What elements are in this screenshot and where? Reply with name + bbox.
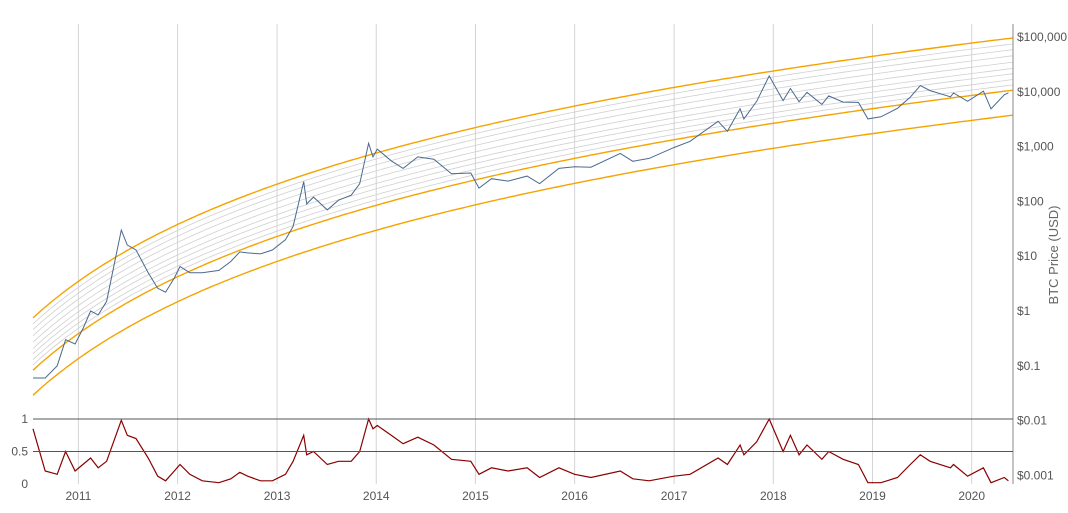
x-tick-label-2020: 2020 bbox=[958, 489, 985, 503]
osc-tick-label: 1 bbox=[21, 412, 28, 426]
osc-tick-label: 0 bbox=[21, 477, 28, 491]
band-line bbox=[32, 43, 1014, 325]
y-tick-label: $10 bbox=[1017, 249, 1037, 263]
price-layer bbox=[33, 74, 1009, 379]
x-tick-label-2017: 2017 bbox=[661, 489, 688, 503]
y-tick-label: $100 bbox=[1017, 194, 1044, 208]
band-line-main bbox=[32, 37, 1014, 319]
band-line-main bbox=[32, 114, 1014, 396]
x-tick-label-2011: 2011 bbox=[65, 489, 91, 503]
x-tick-label-2014: 2014 bbox=[363, 489, 390, 503]
band-line bbox=[32, 68, 1014, 349]
axis-layer: 2011 2012 2013 2014 2015 2016 2017 2018 2019 2020… bbox=[11, 24, 1067, 503]
x-tick-label-2016: 2016 bbox=[561, 489, 588, 503]
osc-tick-label: 0.5 bbox=[11, 445, 28, 459]
band-layer bbox=[32, 37, 1014, 396]
x-tick-label-2019: 2019 bbox=[859, 489, 886, 503]
x-tick-label-2012: 2012 bbox=[164, 489, 191, 503]
y-tick-label: $10,000 bbox=[1017, 85, 1061, 99]
y-tick-label: $100,000 bbox=[1017, 30, 1067, 44]
band-line-main bbox=[32, 89, 1014, 371]
x-tick-label-2013: 2013 bbox=[264, 489, 291, 503]
price-series-line bbox=[33, 74, 1009, 379]
grid-layer bbox=[77, 24, 973, 484]
y-axis-title: BTC Price (USD) bbox=[1046, 206, 1061, 305]
x-tick-label-2015: 2015 bbox=[462, 489, 489, 503]
y-tick-label: $1 bbox=[1017, 304, 1031, 318]
y-tick-label: $0.1 bbox=[1017, 359, 1041, 373]
band-line bbox=[32, 61, 1014, 343]
oscillator-layer bbox=[32, 417, 1009, 484]
y-tick-label: $0.001 bbox=[1017, 468, 1054, 482]
band-line bbox=[32, 73, 1014, 354]
y-tick-label: $0.01 bbox=[1017, 414, 1047, 428]
y-tick-label: $1,000 bbox=[1017, 140, 1054, 154]
band-line bbox=[32, 84, 1014, 366]
x-tick-label-2018: 2018 bbox=[760, 489, 787, 503]
band-line bbox=[32, 49, 1014, 330]
band-line bbox=[32, 55, 1014, 337]
band-line bbox=[32, 79, 1014, 360]
oscillator-series-line bbox=[32, 417, 1009, 484]
